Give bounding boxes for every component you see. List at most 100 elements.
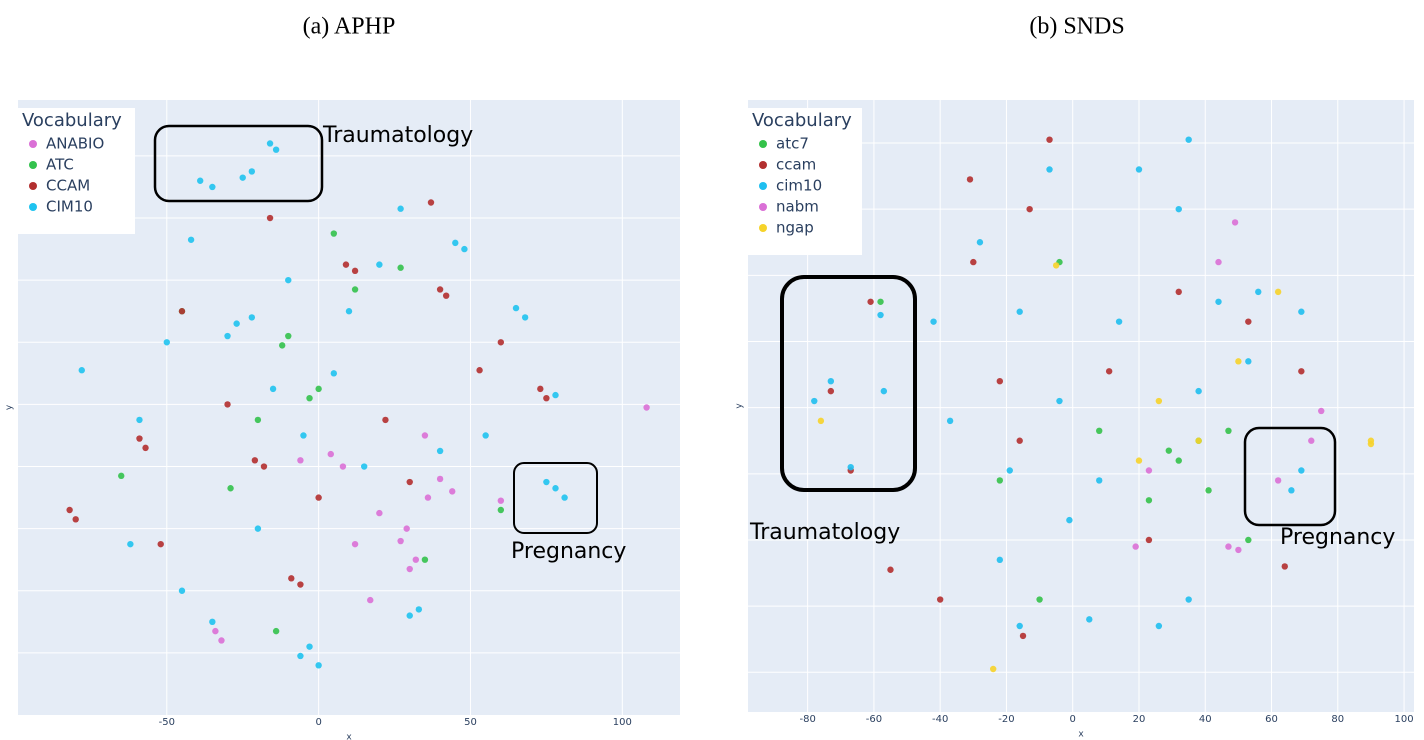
point [163,339,170,346]
point [315,494,322,501]
point [424,494,432,501]
point [427,199,435,206]
x-tick-label: 50 [464,717,477,728]
point [397,537,404,545]
legend-swatch [759,161,767,169]
point [1066,516,1073,524]
point [224,332,231,340]
point [512,304,520,312]
point [1205,487,1212,494]
point [1135,166,1143,173]
point [285,332,292,340]
point [306,394,313,402]
point [288,575,295,582]
point [406,612,413,619]
point [187,236,195,243]
point [537,385,544,393]
point [996,477,1004,484]
point [1026,205,1033,213]
legend-label: nabm [776,198,819,216]
point [1019,632,1027,640]
point [827,377,835,385]
point [811,397,818,405]
point [1105,368,1113,375]
point [397,264,404,271]
point [867,298,874,305]
point [136,435,143,442]
point [643,404,650,411]
point [482,432,489,439]
point [1367,437,1375,444]
x-tick-label: -20 [998,714,1014,725]
point [66,506,73,514]
legend-title: Vocabulary [22,110,122,131]
point [1281,563,1288,570]
point [218,637,225,644]
point [315,662,322,669]
point [345,308,353,315]
point [403,525,410,532]
point [497,497,505,504]
point [887,566,894,573]
point [197,177,204,184]
point [1155,622,1163,630]
x-tick-label: 0 [315,717,321,728]
point [297,457,304,464]
point [178,587,186,594]
point [996,556,1004,564]
point [382,416,389,424]
point [351,540,359,548]
legend-label: ANABIO [46,135,104,153]
point [78,367,85,374]
legend-label: atc7 [776,135,809,153]
point [877,311,884,319]
point [1046,136,1053,143]
point [930,318,937,325]
point [327,450,334,458]
point [342,261,350,268]
point [376,261,383,268]
point [157,540,164,548]
legend-swatch [29,140,37,148]
point [1185,596,1192,603]
point [421,432,429,439]
legend-title: Vocabulary [752,110,852,131]
point [966,176,974,183]
point [421,556,429,563]
point [1274,477,1282,484]
point [1165,447,1173,454]
x-tick-label: 60 [1265,714,1278,725]
point [1225,427,1232,435]
legend-swatch [29,161,37,169]
point [212,627,219,635]
point [142,444,149,452]
point [136,416,143,424]
point [376,509,383,517]
point [351,267,359,275]
point [1056,397,1063,405]
x-tick-label: 80 [1331,714,1344,725]
point [254,525,262,532]
legend-box [748,108,862,255]
annotation-box [153,124,324,203]
point [297,652,304,660]
point [1036,596,1043,603]
point [266,140,274,147]
point [561,494,568,501]
point [970,258,977,266]
point [461,245,468,253]
point [118,472,125,480]
point [254,416,262,424]
point [397,205,404,212]
point [315,385,322,393]
point [1225,543,1232,550]
point [1016,622,1023,630]
point [248,168,256,175]
point [1245,536,1252,544]
point [1016,437,1023,444]
legend-label: ATC [46,156,74,174]
point [1006,467,1013,474]
point [406,565,413,573]
x-tick-label: -80 [799,714,815,725]
